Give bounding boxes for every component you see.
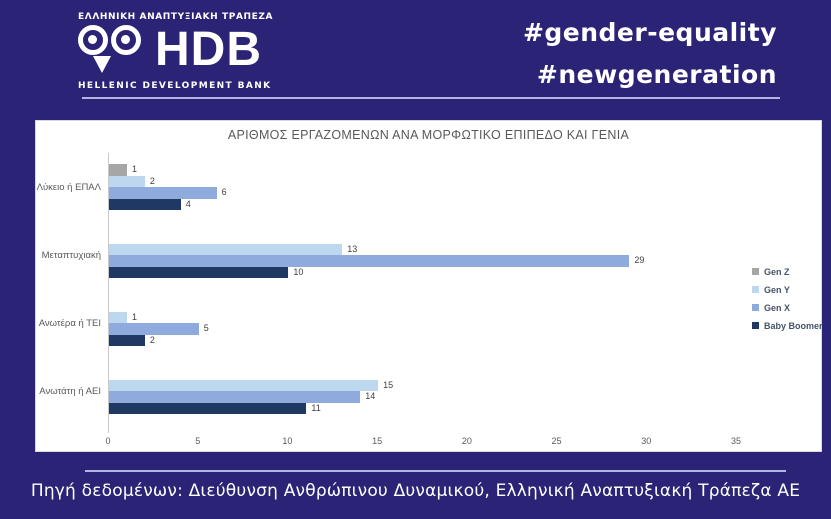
bar-value-label: 29 bbox=[634, 255, 645, 265]
bar-baby-boomer bbox=[109, 266, 289, 278]
owl-beak bbox=[93, 56, 111, 73]
x-axis-tick-label: 15 bbox=[372, 436, 383, 446]
logo-acronym: HDB bbox=[155, 22, 262, 76]
plot-area: Λύκειο ή ΕΠΑΛ 1 2 6 4 Μεταπτυχιακή 13 29 10 Ανωτέ… bbox=[36, 121, 821, 451]
category-label: Ανωτέρα ή ΤΕΙ bbox=[38, 317, 101, 329]
x-axis-tick-label: 10 bbox=[282, 436, 293, 446]
bar-baby-boomer bbox=[109, 198, 181, 210]
bar-gen-x bbox=[109, 323, 199, 335]
legend-item-baby-boomer: Baby Boomer bbox=[752, 320, 823, 331]
bar-value-label: 4 bbox=[185, 198, 191, 209]
legend-item-label: Gen Y bbox=[764, 284, 790, 295]
header-divider bbox=[82, 97, 780, 99]
legend-item-label: Gen Z bbox=[764, 266, 790, 277]
x-axis-tick-label: 25 bbox=[551, 436, 562, 446]
bar-gen-z bbox=[109, 164, 127, 176]
bar-value-label: 10 bbox=[293, 266, 304, 277]
bar-value-label: 13 bbox=[347, 243, 358, 254]
bar-value-label: 1 bbox=[131, 311, 137, 322]
owl-right-eye bbox=[111, 25, 141, 55]
owl-right-pupil bbox=[121, 35, 130, 44]
bar-value-label: 2 bbox=[149, 175, 155, 186]
x-axis-tick-label: 35 bbox=[730, 436, 741, 446]
legend-swatch-gen-y bbox=[752, 286, 759, 293]
category-label: Λύκειο ή ΕΠΑΛ bbox=[36, 181, 101, 193]
x-axis-tick-label: 30 bbox=[641, 436, 652, 446]
chart-card: ΑΡΙΘΜΟΣ ΕΡΓΑΖΟΜΕΝΩΝ ΑΝΑ ΜΟΡΦΩΤΙΚΟ ΕΠΙΠΕΔ… bbox=[35, 120, 823, 452]
legend-item-label: Baby Boomer bbox=[764, 320, 823, 331]
bar-value-label: 5 bbox=[203, 323, 209, 333]
legend-item-gen-y: Gen Y bbox=[752, 284, 823, 295]
owl-left-eye bbox=[78, 25, 108, 55]
owl-icon bbox=[78, 25, 142, 74]
legend-swatch-baby-boomer bbox=[752, 322, 759, 329]
bar-gen-x bbox=[109, 187, 217, 199]
legend-item-gen-x: Gen X bbox=[752, 302, 823, 313]
legend-swatch-gen-x bbox=[752, 304, 759, 311]
logo-row: HDB bbox=[78, 25, 273, 74]
category-label: Μεταπτυχιακή bbox=[41, 249, 101, 261]
bar-value-label: 6 bbox=[221, 187, 227, 197]
hashtag-gender-equality: #gender-equality bbox=[522, 18, 777, 47]
bar-value-label: 1 bbox=[131, 164, 137, 174]
owl-left-pupil bbox=[88, 35, 97, 44]
x-axis-tick-label: 5 bbox=[195, 436, 201, 446]
category-label: Ανωτάτη ή ΑΕΙ bbox=[39, 385, 101, 397]
bar-gen-x bbox=[109, 255, 630, 267]
hashtags: #gender-equality #newgeneration bbox=[523, 12, 777, 96]
bar-gen-y bbox=[109, 379, 379, 391]
bar-gen-y bbox=[109, 311, 127, 323]
bar-value-label: 14 bbox=[365, 391, 376, 401]
hdb-logo: ΕΛΛΗΝΙΚΗ ΑΝΑΠΤΥΞΙΑΚΗ ΤΡΑΠΕΖΑ HDB HELLENI… bbox=[78, 12, 273, 91]
bar-gen-y bbox=[109, 175, 145, 187]
footer-divider bbox=[85, 470, 786, 472]
chart-title: ΑΡΙΘΜΟΣ ΕΡΓΑΖΟΜΕΝΩΝ ΑΝΑ ΜΟΡΦΩΤΙΚΟ ΕΠΙΠΕΔ… bbox=[227, 128, 630, 142]
bar-gen-y bbox=[109, 243, 343, 255]
bar-value-label: 15 bbox=[383, 379, 394, 390]
legend-swatch-gen-z bbox=[752, 268, 759, 275]
logo-english-name: HELLENIC DEVELOPMENT BANK bbox=[78, 81, 272, 91]
legend-item-label: Gen X bbox=[764, 302, 791, 313]
y-axis-line bbox=[108, 153, 109, 433]
x-axis-tick-label: 20 bbox=[461, 436, 472, 446]
bar-value-label: 11 bbox=[311, 402, 321, 413]
logo-greek-name: ΕΛΛΗΝΙΚΗ ΑΝΑΠΤΥΞΙΑΚΗ ΤΡΑΠΕΖΑ bbox=[78, 12, 274, 22]
bar-baby-boomer bbox=[109, 334, 145, 346]
x-axis-tick-label: 0 bbox=[105, 436, 111, 446]
chart-legend: Gen Z Gen Y Gen X Baby Boomer bbox=[752, 267, 823, 339]
hashtag-newgeneration: #newgeneration bbox=[536, 60, 777, 89]
data-source-text: Πηγή δεδομένων: Διεύθυνση Ανθρώπινου Δυν… bbox=[30, 481, 801, 501]
bar-gen-x bbox=[109, 391, 361, 403]
legend-item-gen-z: Gen Z bbox=[752, 266, 823, 277]
bar-baby-boomer bbox=[109, 402, 307, 414]
bar-value-label: 2 bbox=[149, 334, 155, 345]
